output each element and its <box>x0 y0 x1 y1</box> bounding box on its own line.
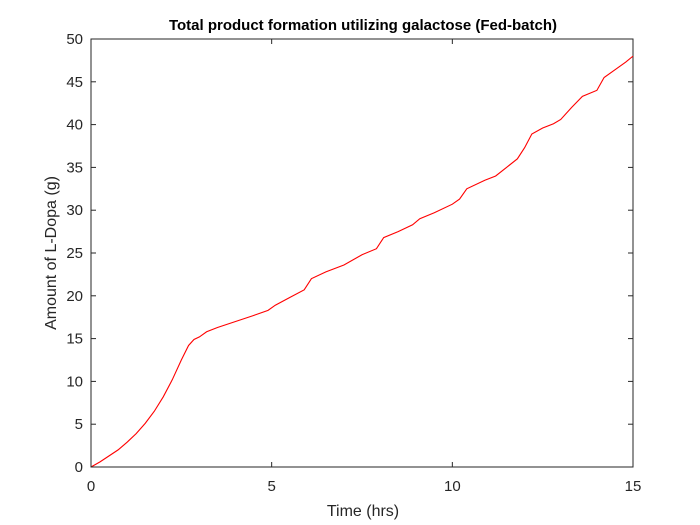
y-tick-label: 40 <box>66 117 83 134</box>
series-line <box>90 55 634 468</box>
y-tick-label: 35 <box>66 159 83 176</box>
x-axis-label: Time (hrs) <box>327 503 399 520</box>
y-tick-label: 0 <box>75 459 83 476</box>
y-tick-label: 5 <box>75 416 83 433</box>
plot-area <box>90 38 634 468</box>
y-axis-label: Amount of L-Dopa (g) <box>43 176 60 330</box>
y-tick-label: 10 <box>66 373 83 390</box>
x-tick-label: 15 <box>625 478 642 495</box>
y-tick-label: 30 <box>66 202 83 219</box>
chart-title: Total product formation utilizing galact… <box>169 17 557 34</box>
y-axis-ticks: 0 5 10 15 20 25 30 35 40 45 50 <box>66 31 633 476</box>
y-tick-label: 45 <box>66 74 83 91</box>
y-tick-label: 50 <box>66 31 83 48</box>
x-tick-label: 0 <box>87 478 95 495</box>
y-tick-label: 25 <box>66 245 83 262</box>
axes-box <box>90 38 634 468</box>
x-axis-ticks: 0 5 10 15 <box>87 39 642 495</box>
x-tick-label: 10 <box>444 478 461 495</box>
y-tick-label: 20 <box>66 288 83 305</box>
y-tick-label: 15 <box>66 331 83 348</box>
x-tick-label: 5 <box>267 478 275 495</box>
